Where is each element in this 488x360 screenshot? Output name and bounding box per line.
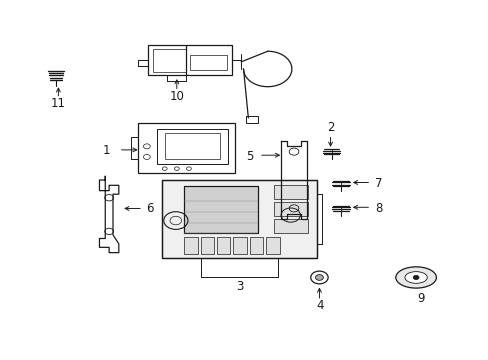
Circle shape xyxy=(412,275,418,280)
Bar xyxy=(147,45,232,76)
Text: 5: 5 xyxy=(245,150,252,163)
Bar xyxy=(200,237,214,254)
Bar xyxy=(190,55,227,70)
Bar xyxy=(273,202,307,216)
Ellipse shape xyxy=(395,267,435,288)
Bar xyxy=(162,180,316,258)
Bar xyxy=(162,180,316,258)
Text: 6: 6 xyxy=(146,202,154,215)
Bar xyxy=(233,237,246,254)
Bar xyxy=(164,133,220,159)
Text: 2: 2 xyxy=(326,121,334,134)
Bar xyxy=(273,219,307,233)
Ellipse shape xyxy=(404,272,427,283)
Bar xyxy=(249,237,263,254)
Bar xyxy=(183,186,258,233)
Text: 1: 1 xyxy=(103,144,110,157)
Text: 3: 3 xyxy=(236,280,243,293)
Bar xyxy=(245,116,258,123)
Circle shape xyxy=(315,275,323,280)
Text: 8: 8 xyxy=(374,202,382,215)
Text: 4: 4 xyxy=(316,299,324,312)
Bar xyxy=(138,123,234,173)
Bar xyxy=(265,237,279,254)
Bar xyxy=(157,129,227,164)
Text: 9: 9 xyxy=(416,292,424,305)
Text: 7: 7 xyxy=(374,177,382,190)
Bar xyxy=(217,237,230,254)
Bar xyxy=(152,49,186,72)
Bar xyxy=(273,185,307,199)
Text: 10: 10 xyxy=(169,90,184,103)
Bar xyxy=(183,237,197,254)
Bar xyxy=(183,186,258,233)
Text: 11: 11 xyxy=(51,97,66,110)
